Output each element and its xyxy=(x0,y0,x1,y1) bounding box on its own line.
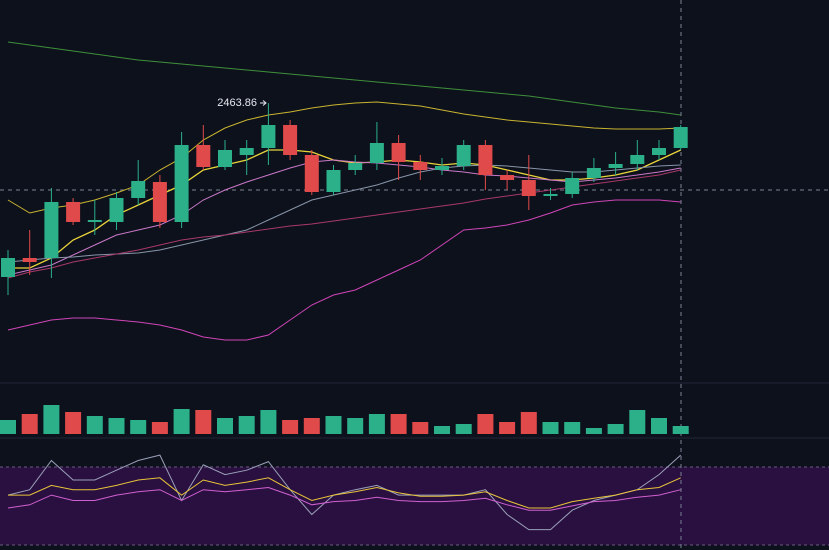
candle-body xyxy=(478,145,493,175)
candle-body xyxy=(521,180,536,196)
volume-bar xyxy=(390,414,407,434)
volume-bar xyxy=(455,424,472,434)
high-label: 2463.86 xyxy=(217,97,257,109)
volume-bar xyxy=(217,418,233,434)
candle-body xyxy=(543,194,558,196)
indicator-line xyxy=(7,199,681,341)
candle-body xyxy=(630,155,645,164)
volume-bar xyxy=(325,416,342,434)
volume-bar xyxy=(238,416,255,434)
candle-body xyxy=(22,258,37,262)
volume-bar xyxy=(173,409,190,434)
volume-bar xyxy=(151,422,168,434)
volume-bar xyxy=(520,412,537,434)
candle-body xyxy=(565,178,580,194)
candle-body xyxy=(608,164,623,168)
candle-body xyxy=(304,155,319,192)
candle-body xyxy=(66,202,81,222)
candle-body xyxy=(391,143,406,162)
volume-bar xyxy=(585,428,602,434)
volume-bar xyxy=(0,420,16,434)
rsi-line xyxy=(7,486,681,511)
candle-body xyxy=(586,168,601,178)
candle-body xyxy=(283,125,298,155)
candle-body xyxy=(673,127,688,148)
volume-bar xyxy=(499,422,516,434)
rsi-line xyxy=(8,477,681,509)
candle-body xyxy=(348,163,363,170)
candle-body xyxy=(435,166,449,170)
volume-bar xyxy=(108,418,125,434)
candle-body xyxy=(261,125,276,148)
volume-bar xyxy=(21,414,38,434)
candle-body xyxy=(44,202,59,258)
candle-body xyxy=(500,175,515,180)
indicator-line xyxy=(7,41,681,116)
candle-body xyxy=(1,258,15,277)
volume-bar xyxy=(412,422,429,434)
volume-bar xyxy=(130,420,147,434)
candle-body xyxy=(174,145,189,222)
volume-bar xyxy=(672,426,689,434)
volume-bar xyxy=(303,418,320,434)
candle-body xyxy=(652,148,666,155)
candle-body xyxy=(369,143,384,163)
rsi-band xyxy=(0,467,829,545)
volume-bar xyxy=(564,422,581,434)
candle-body xyxy=(239,148,254,155)
volume-bar xyxy=(282,420,299,434)
candle-body xyxy=(218,150,232,167)
volume-bar xyxy=(542,422,559,434)
rsi-line xyxy=(7,454,682,531)
candle-body xyxy=(413,162,428,170)
indicator-line xyxy=(7,101,681,214)
volume-bar xyxy=(434,426,450,434)
volume-bar xyxy=(195,410,212,434)
volume-bar xyxy=(477,414,494,434)
volume-bar xyxy=(607,424,624,434)
candle-body xyxy=(152,182,167,222)
candle-body xyxy=(326,170,341,192)
volume-bar xyxy=(629,410,646,434)
volume-bar xyxy=(347,418,364,434)
volume-bar xyxy=(651,418,667,434)
price-panel xyxy=(0,41,689,531)
high-label-arrow xyxy=(260,100,267,106)
candle-body xyxy=(109,198,124,222)
candle-body xyxy=(131,181,146,198)
candle-body xyxy=(456,145,471,166)
candle-body xyxy=(87,220,102,222)
volume-bar xyxy=(368,414,385,434)
volume-bar xyxy=(43,405,60,434)
volume-bar xyxy=(65,412,82,434)
candle-body xyxy=(196,145,211,167)
volume-bar xyxy=(86,416,103,434)
volume-bar xyxy=(260,410,277,434)
